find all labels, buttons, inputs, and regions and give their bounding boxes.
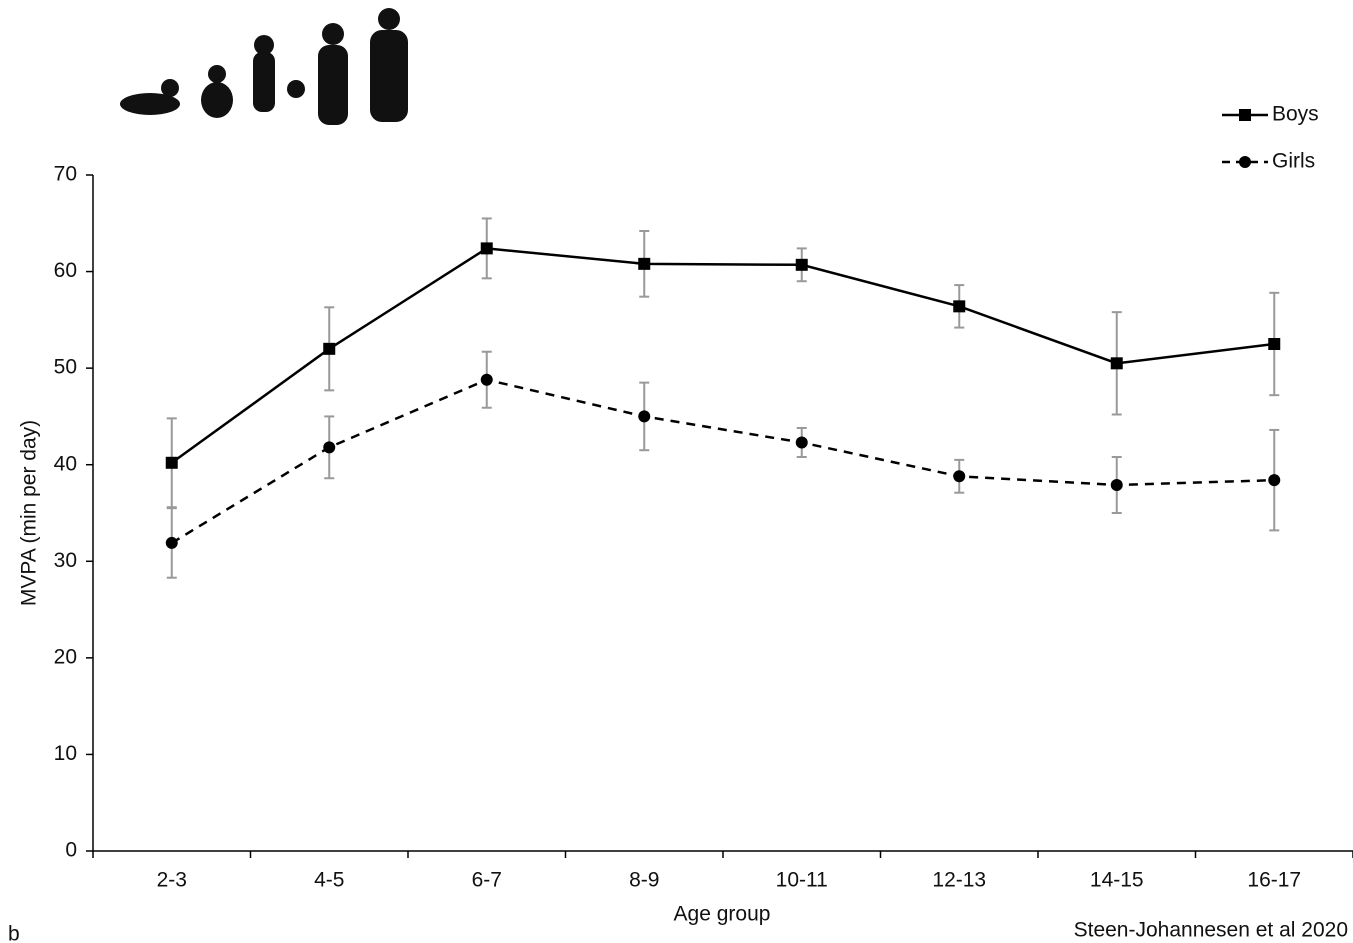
data-point	[323, 441, 335, 453]
data-point	[953, 300, 965, 312]
data-point	[638, 258, 650, 270]
legend-marker	[1239, 109, 1251, 121]
data-point	[481, 242, 493, 254]
chart: MVPA (min per day) Age group Steen-Johan…	[0, 0, 1353, 943]
x-tick-label: 14-15	[1090, 869, 1144, 892]
data-point	[166, 537, 178, 549]
data-point	[1268, 338, 1280, 350]
y-tick-label: 40	[54, 452, 77, 475]
data-point	[323, 343, 335, 355]
y-axis-label: MVPA (min per day)	[18, 420, 41, 606]
x-tick-label: 16-17	[1247, 869, 1301, 892]
panel-label: b	[8, 923, 20, 943]
series-line	[172, 380, 1275, 543]
x-axis-label: Age group	[674, 903, 771, 926]
data-point	[796, 437, 808, 449]
y-tick-label: 20	[54, 645, 77, 668]
data-point	[796, 259, 808, 271]
data-point	[953, 470, 965, 482]
x-tick-label: 2-3	[157, 869, 187, 892]
legend-label: Boys	[1272, 103, 1319, 126]
y-tick-label: 10	[54, 742, 77, 765]
legend-marker	[1239, 156, 1251, 168]
data-point	[481, 374, 493, 386]
y-tick-label: 60	[54, 259, 77, 282]
silhouettes	[120, 8, 408, 125]
y-tick-label: 70	[54, 163, 77, 186]
y-tick-label: 30	[54, 549, 77, 572]
data-point	[166, 457, 178, 469]
data-point	[1268, 474, 1280, 486]
y-tick-label: 50	[54, 356, 77, 379]
x-tick-label: 8-9	[629, 869, 659, 892]
x-tick-label: 10-11	[776, 869, 828, 892]
data-point	[1111, 357, 1123, 369]
legend-label: Girls	[1272, 150, 1315, 173]
y-tick-label: 0	[65, 839, 77, 862]
x-tick-label: 4-5	[314, 869, 344, 892]
data-point	[638, 410, 650, 422]
source: Steen-Johannesen et al 2020	[1074, 919, 1348, 942]
data-point	[1111, 479, 1123, 491]
x-tick-label: 12-13	[932, 869, 986, 892]
page: {"chart_data": { "type": "line", "x_labe…	[0, 0, 1353, 943]
x-tick-label: 6-7	[472, 869, 502, 892]
